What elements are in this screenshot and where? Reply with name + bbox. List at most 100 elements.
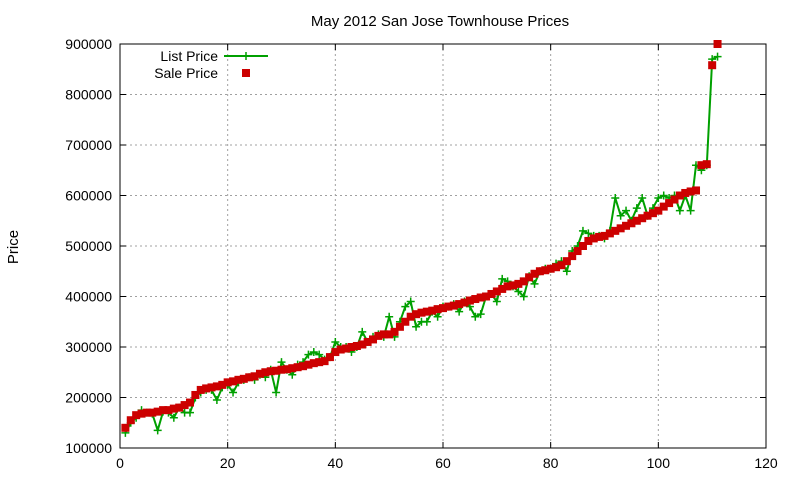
sale-price-point [148, 408, 157, 417]
legend-square-marker [242, 69, 250, 77]
sale-price-point [288, 364, 297, 373]
sale-price-point [697, 161, 706, 170]
sale-price-point [406, 312, 415, 321]
sale-price-point [508, 281, 517, 290]
sale-price-point [632, 216, 641, 225]
sale-price-point [670, 195, 679, 204]
sale-price-point [444, 302, 453, 311]
list-price-point [277, 358, 286, 367]
sale-price-point [562, 257, 571, 266]
sale-price-point [417, 308, 426, 317]
sale-price-point [159, 406, 168, 415]
sale-price-point [379, 330, 388, 339]
sale-price-point [702, 160, 711, 169]
list-price-point [519, 292, 528, 301]
sale-price-point [692, 186, 701, 195]
sale-price-point [622, 221, 631, 230]
y-tick-label: 400000 [65, 289, 112, 305]
sale-price-point [202, 384, 211, 393]
list-price-point [422, 317, 431, 326]
sale-price-point [465, 296, 474, 305]
sale-price-point [196, 385, 205, 394]
list-price-point [471, 312, 480, 321]
x-tick-label: 0 [116, 455, 124, 471]
list-price-point [229, 388, 238, 397]
sale-price-point [535, 267, 544, 276]
list-price-point [406, 297, 415, 306]
list-price-point [185, 408, 194, 417]
sale-price-point [325, 353, 334, 362]
sale-price-point [546, 264, 555, 273]
axes-layer: 0 20 40 60 80 100 120 100000 200000 300000 400000 5… [65, 36, 778, 471]
sale-price-point [659, 202, 668, 211]
sale-price-point [600, 231, 609, 240]
sale-price-point [245, 373, 254, 382]
sale-price-point [589, 234, 598, 243]
series-list-price [121, 52, 722, 437]
x-tick-label: 40 [328, 455, 344, 471]
sale-price-point [390, 327, 399, 336]
sale-price-point [487, 289, 496, 298]
sale-price-point [616, 224, 625, 233]
list-price-point [358, 327, 367, 336]
sale-price-point [557, 261, 566, 270]
sale-price-point [498, 284, 507, 293]
sale-price-point [277, 365, 286, 374]
list-price-point [315, 350, 324, 359]
sale-price-point [584, 236, 593, 245]
sale-price-point [422, 307, 431, 316]
list-price-point [498, 274, 507, 283]
sale-price-point [358, 340, 367, 349]
sale-price-point [304, 360, 313, 369]
list-price-point [476, 310, 485, 319]
sale-price-point [681, 188, 690, 197]
list-price-point [659, 191, 668, 200]
sale-price-point [455, 300, 464, 309]
list-price-point [713, 52, 722, 61]
sale-price-point [153, 407, 162, 416]
sale-price-point [293, 363, 302, 372]
sale-price-point [352, 341, 361, 350]
sale-price-point [121, 423, 130, 432]
sale-price-point [648, 209, 657, 218]
list-price-point [331, 337, 340, 346]
sale-price-point [568, 252, 577, 261]
series-layer [121, 40, 722, 437]
list-price-point [638, 194, 647, 203]
x-tick-label: 60 [435, 455, 451, 471]
sale-price-point [514, 279, 523, 288]
sale-price-point [363, 337, 372, 346]
list-price-point [492, 297, 501, 306]
y-tick-label: 500000 [65, 238, 112, 254]
list-price-point [675, 206, 684, 215]
sale-price-point [315, 358, 324, 367]
sale-price-point [191, 390, 200, 399]
sale-price-point [266, 367, 275, 376]
sale-price-point [261, 368, 270, 377]
sale-price-point [282, 365, 291, 374]
sale-price-point [519, 277, 528, 286]
sale-price-point [643, 211, 652, 220]
sale-price-point [530, 269, 539, 278]
x-tick-label: 80 [543, 455, 559, 471]
sale-price-point [180, 401, 189, 410]
legend-label: Sale Price [154, 65, 218, 81]
sale-price-point [471, 295, 480, 304]
sale-price-point [299, 362, 308, 371]
list-price-point [632, 204, 641, 213]
list-price-point [686, 206, 695, 215]
list-price-point [514, 287, 523, 296]
sale-price-point [708, 61, 717, 70]
sale-price-point [433, 305, 442, 314]
list-price-point [578, 226, 587, 235]
sale-price-point [342, 344, 351, 353]
sale-price-point [541, 266, 550, 275]
legend-plus-marker [242, 52, 250, 60]
y-axis-label: Price [5, 230, 22, 264]
x-tick-label: 100 [647, 455, 671, 471]
sale-price-point [449, 301, 458, 310]
sale-price-point [428, 306, 437, 315]
sale-price-point [255, 369, 264, 378]
sale-price-point [552, 263, 561, 272]
sale-price-point [331, 348, 340, 357]
